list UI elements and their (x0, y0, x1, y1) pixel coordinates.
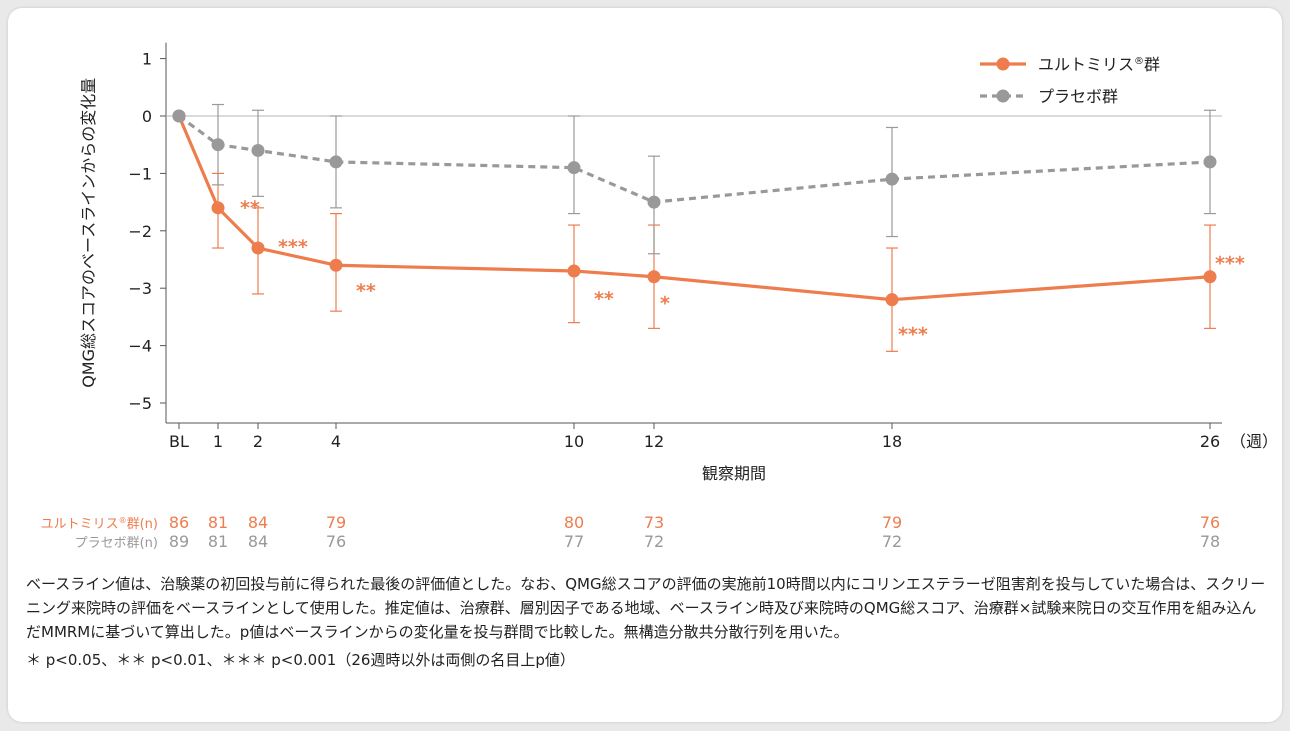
x-tick-label: 26 (1200, 432, 1220, 451)
y-tick-label: −5 (128, 394, 152, 413)
y-tick-label: 1 (142, 50, 152, 69)
legend-marker-placebo (996, 89, 1010, 103)
data-point-drug (567, 264, 581, 278)
n-value: 81 (208, 532, 228, 551)
n-value: 78 (1200, 532, 1220, 551)
significance-marker: ** (594, 288, 614, 310)
significance-marker: *** (898, 324, 928, 346)
y-tick-label: −3 (128, 279, 152, 298)
n-row-label-placebo: プラセボ群(n) (75, 536, 158, 551)
series-line-drug (177, 115, 1211, 302)
n-value: 84 (248, 513, 268, 532)
n-value: 84 (248, 532, 268, 551)
n-value: 80 (564, 513, 584, 532)
x-unit-label: （週） (1230, 432, 1278, 451)
n-value: 76 (326, 532, 346, 551)
data-point-placebo (329, 155, 343, 169)
x-tick-label: 1 (213, 432, 223, 451)
n-value: 79 (882, 513, 902, 532)
y-tick-label: −1 (128, 164, 152, 183)
n-value: 79 (326, 513, 346, 532)
n-value: 76 (1200, 513, 1220, 532)
n-value: 73 (644, 513, 664, 532)
line-chart: 10−1−2−3−4−5BL 1 2 4 10 12 18 26 （週）観察期間QMG総スコアの… (41, 42, 1278, 551)
n-value: 72 (644, 532, 664, 551)
x-tick-label: 18 (882, 432, 902, 451)
y-tick-label: −4 (128, 337, 152, 356)
data-point-placebo (251, 143, 265, 157)
data-point-drug (647, 270, 661, 284)
n-value: 86 (169, 513, 189, 532)
n-row-label-drug: ユルトミリス®群(n) (41, 516, 158, 532)
data-point-placebo (1203, 155, 1217, 169)
data-point-drug (211, 201, 225, 215)
data-point-placebo (567, 161, 581, 175)
n-value: 89 (169, 532, 189, 551)
footnote-significance: ＊ p<0.05、＊＊ p<0.01、＊＊＊ p<0.001（26週時以外は両側… (26, 651, 575, 669)
data-point-placebo (172, 109, 186, 123)
n-value: 77 (564, 532, 584, 551)
data-point-drug (885, 293, 899, 307)
y-tick-label: 0 (142, 107, 152, 126)
data-point-placebo (647, 195, 661, 209)
significance-marker: *** (1215, 253, 1245, 275)
y-tick-label: −2 (128, 222, 152, 241)
legend-label-placebo: プラセボ群 (1038, 87, 1118, 106)
data-point-placebo (885, 172, 899, 186)
data-point-drug (329, 258, 343, 272)
y-axis-title: QMG総スコアのベースラインからの変化量 (79, 78, 98, 388)
x-tick-label: BL (169, 432, 189, 451)
data-point-placebo (211, 138, 225, 152)
data-point-drug (251, 241, 265, 255)
significance-marker: * (660, 293, 670, 315)
data-point-drug (1203, 270, 1217, 284)
n-value: 72 (882, 532, 902, 551)
x-tick-label: 12 (644, 432, 664, 451)
legend-label-drug: ユルトミリス®群 (1038, 55, 1160, 74)
footnote: ベースライン値は、治験薬の初回投与前に得られた最後の評価値とした。なお、QMG総… (26, 572, 1266, 672)
x-tick-label: 4 (331, 432, 341, 451)
significance-marker: ** (240, 197, 260, 219)
significance-marker: *** (278, 236, 308, 258)
footnote-main: ベースライン値は、治験薬の初回投与前に得られた最後の評価値とした。なお、QMG総… (26, 575, 1266, 641)
n-value: 81 (208, 513, 228, 532)
chart-card (8, 8, 1282, 722)
x-tick-label: 2 (253, 432, 263, 451)
x-tick-label: 10 (564, 432, 584, 451)
x-axis-title: 観察期間 (702, 464, 766, 483)
significance-marker: ** (356, 280, 376, 302)
legend-marker-drug (996, 57, 1010, 71)
